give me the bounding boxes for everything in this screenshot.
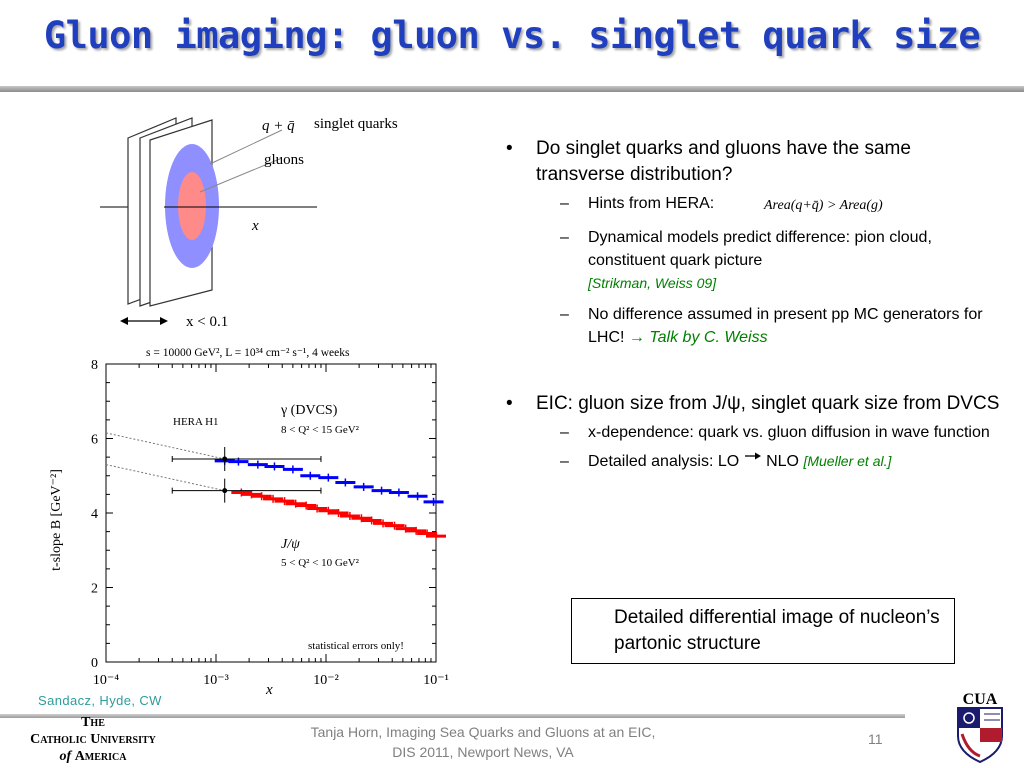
footer-line-1: Tanja Horn, Imaging Sea Quarks and Gluon… xyxy=(310,724,656,740)
bullet-1: • Do singlet quarks and gluons have the … xyxy=(504,136,1004,188)
cua-shield-logo: CUA xyxy=(957,691,1003,764)
logo-line-3-word: America xyxy=(74,749,127,764)
bullet-2-sub-2-text-b: NLO xyxy=(766,453,799,470)
logo-line-2: Catholic University xyxy=(30,732,156,747)
y-tick-label: 0 xyxy=(91,656,98,671)
summary-callout: Detailed differential image of nucleon’s… xyxy=(571,598,955,664)
chart-annotation: statistical errors only! xyxy=(308,640,404,652)
y-tick-label: 6 xyxy=(91,433,98,448)
bullet-2-sub-1: – x-dependence: quark vs. gluon diffusio… xyxy=(504,421,1004,444)
y-tick-label: 8 xyxy=(91,358,98,373)
bullet-2: • EIC: gluon size from J/ψ, singlet quar… xyxy=(504,391,1004,417)
logo-line-3-italic: of xyxy=(59,749,72,764)
y-tick-label: 2 xyxy=(91,582,98,597)
jpsi-extrapolation-line xyxy=(105,464,225,492)
bullet-1-sub-1-text: Hints from HERA: xyxy=(588,195,715,212)
bullet-2-text: EIC: gluon size from J/ψ, singlet quark … xyxy=(536,393,1000,414)
weiss-talk-ref: → Talk by C. Weiss xyxy=(628,329,768,346)
dash-marker: – xyxy=(560,195,569,212)
x-tick-label: 10⁻² xyxy=(313,673,339,688)
x-tick-label: 10⁻¹ xyxy=(423,673,449,688)
bullet-1-sub-1: – Hints from HERA: Area(q+q̄) > Area(g) xyxy=(504,192,1004,215)
bullet-1-sub-2: – Dynamical models predict difference: p… xyxy=(504,226,1004,295)
right-arrow-icon xyxy=(744,452,761,460)
strikman-weiss-ref: [Strikman, Weiss 09] xyxy=(588,275,717,291)
slide-title: Gluon imaging: gluon vs. singlet quark s… xyxy=(43,14,981,57)
title-divider xyxy=(0,86,1024,92)
logo-line-1: The xyxy=(81,715,105,730)
bullet-2-sub-2: – Detailed analysis: LO NLO [Mueller et … xyxy=(504,450,1004,473)
plot-frame xyxy=(105,363,437,663)
hera-h1-label: HERA H1 xyxy=(173,416,219,428)
footer-line-2: DIS 2011, Newport News, VA xyxy=(392,744,574,760)
gluon-region xyxy=(178,172,206,240)
bullet-1-text: Do singlet quarks and gluons have the sa… xyxy=(536,138,911,185)
dash-marker: – xyxy=(560,424,569,441)
bullet-2-sub-1-text: x-dependence: quark vs. gluon diffusion … xyxy=(588,424,990,441)
x-axis-label-diagram: x xyxy=(251,218,259,234)
hera-h1-point xyxy=(222,456,228,462)
bullet-marker: • xyxy=(506,138,513,159)
singlet-quarks-label: singlet quarks xyxy=(314,116,398,132)
dvcs-q2-label: 8 < Q² < 15 GeV² xyxy=(281,424,360,436)
mueller-ref: [Mueller et al.] xyxy=(803,453,892,469)
cua-shield-text: CUA xyxy=(963,691,998,708)
y-tick-label: 4 xyxy=(91,507,98,522)
university-logo-text: The Catholic University of America xyxy=(8,714,178,765)
x-axis-label: x xyxy=(265,682,273,698)
bullet-2-sub-2-text-a: Detailed analysis: LO xyxy=(588,453,740,470)
figure-credit: Sandacz, Hyde, CW xyxy=(38,693,162,708)
bullet-1-sub-3-text: No difference assumed in present pp MC g… xyxy=(588,306,983,346)
jpsi-label: J/ψ xyxy=(281,537,300,552)
bullet-1-sub-2-text: Dynamical models predict difference: pio… xyxy=(588,229,932,269)
bullet-list: • Do singlet quarks and gluons have the … xyxy=(504,136,1004,473)
slide-footer: Tanja Horn, Imaging Sea Quarks and Gluon… xyxy=(268,722,698,762)
chart-title: s = 10000 GeV², L = 10³⁴ cm⁻² s⁻¹, 4 wee… xyxy=(146,347,350,359)
x-tick-label: 10⁻⁴ xyxy=(93,673,119,688)
quark-label: q + q̄ xyxy=(262,118,295,134)
y-axis-label: t-slope B [GeV⁻²] xyxy=(49,469,64,571)
hera-h1-point xyxy=(222,488,228,494)
bullet-1-sub-3: – No difference assumed in present pp MC… xyxy=(504,303,1004,349)
x-tick-label: 10⁻³ xyxy=(203,673,229,688)
dvcs-label: γ (DVCS) xyxy=(280,403,338,418)
footer-divider xyxy=(0,714,905,718)
dash-marker: – xyxy=(560,229,569,246)
jpsi-q2-label: 5 < Q² < 10 GeV² xyxy=(281,557,360,569)
dvcs-extrapolation-line xyxy=(105,432,225,460)
page-number: 11 xyxy=(868,731,883,747)
x-range-label: x < 0.1 xyxy=(186,314,228,330)
area-formula: Area(q+q̄) > Area(g) xyxy=(764,198,883,213)
logo-line-3: of America xyxy=(8,748,178,765)
dash-marker: – xyxy=(560,453,569,470)
dash-marker: – xyxy=(560,306,569,323)
bullet-marker: • xyxy=(506,393,513,414)
transverse-distribution-diagram: q + q̄ singlet quarks gluons x x < 0.1 xyxy=(100,116,398,330)
gluons-label: gluons xyxy=(264,152,304,168)
